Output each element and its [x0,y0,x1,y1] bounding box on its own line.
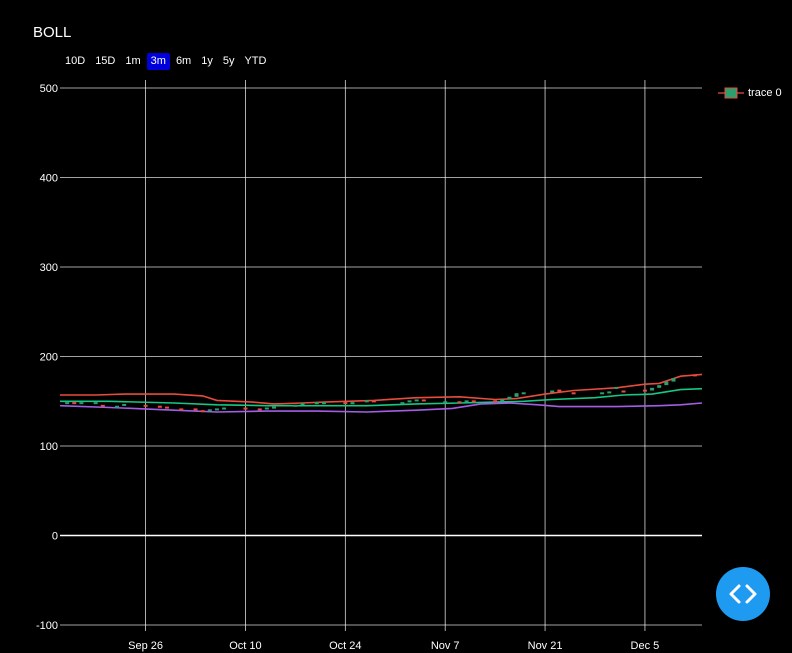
candle [642,389,647,392]
x-tick-label: Nov 7 [431,640,460,652]
candle [79,402,84,405]
y-tick-label: 300 [40,262,58,274]
candle [400,402,405,405]
candle [607,391,612,394]
candle [571,392,576,395]
candle [443,401,448,404]
x-tick-label: Dec 5 [631,640,660,652]
candle [214,408,219,411]
candle [222,407,227,410]
candle [550,390,555,393]
candle [514,393,519,397]
candle [200,410,205,413]
candle [93,402,98,405]
candle [664,381,669,386]
candle [207,409,212,412]
bollinger-bands [59,373,703,413]
range-button-1m[interactable]: 1m [125,55,141,67]
candle [122,403,127,406]
boll-lower-line [59,402,703,413]
y-tick-label: 0 [52,531,58,543]
candle [500,399,505,402]
candle [293,404,298,407]
range-button-ytd[interactable]: YTD [244,55,267,67]
candle [157,405,162,408]
candle [100,404,105,407]
range-button-1y[interactable]: 1y [201,55,213,67]
candle [471,400,476,403]
candlestick-series [65,374,697,413]
grid-lines [60,80,702,631]
candle [421,399,426,402]
code-brackets-icon [729,584,757,604]
candle [600,392,605,395]
y-tick-label: 100 [40,441,58,453]
boll-upper-line [60,373,703,405]
candle [364,400,369,403]
candle [692,374,697,377]
code-toggle-button[interactable] [716,567,770,621]
candle [72,402,77,405]
candle [272,406,276,409]
candle [521,392,526,395]
y-axis-ticks: -100 0 100 200 300 400 500 [36,83,58,632]
boll-middle-line [60,387,703,407]
legend-label: trace 0 [748,87,782,99]
candle [257,408,262,411]
y-tick-label: -100 [36,620,58,632]
candle [671,377,676,382]
candle [657,385,662,388]
candle [343,402,348,405]
candle [457,401,462,404]
x-tick-label: Nov 21 [528,640,563,652]
candle [464,400,469,403]
candle [414,399,419,402]
candle [300,403,305,406]
candle [115,405,120,408]
candle [165,406,169,409]
candle [264,407,269,410]
y-tick-label: 400 [40,173,58,185]
candle [179,408,184,411]
candle [507,396,512,400]
candle [557,389,562,392]
x-tick-label: Oct 24 [329,640,361,652]
candle [650,387,655,391]
candle [193,408,198,411]
candle [65,402,70,405]
candle [350,402,355,405]
range-button-5y[interactable]: 5y [222,55,235,67]
x-tick-label: Oct 10 [229,640,261,652]
candle [243,407,248,410]
candle [614,386,619,389]
x-tick-label: Sep 26 [128,640,163,652]
range-button-10d[interactable]: 10D [65,55,86,67]
y-tick-label: 200 [40,352,58,364]
candle [143,404,148,407]
page-title: BOLL [33,24,72,41]
candle [407,400,412,403]
candle [493,400,498,403]
range-button-6m[interactable]: 6m [175,55,192,67]
candlestick-icon [718,87,744,99]
candle [321,402,326,405]
range-button-3m[interactable]: 3m [146,53,170,70]
candle [371,400,376,403]
x-axis-ticks: Sep 26 Oct 10 Oct 24 Nov 7 Nov 21 Dec 5 [128,640,659,652]
candle [621,390,626,393]
range-selector: 10D 15D 1m 3m 6m 1y 5y YTD [61,53,270,70]
candle [314,402,319,405]
y-tick-label: 500 [40,83,58,95]
legend-item[interactable]: trace 0 [718,86,782,100]
range-button-15d[interactable]: 15D [95,55,116,67]
